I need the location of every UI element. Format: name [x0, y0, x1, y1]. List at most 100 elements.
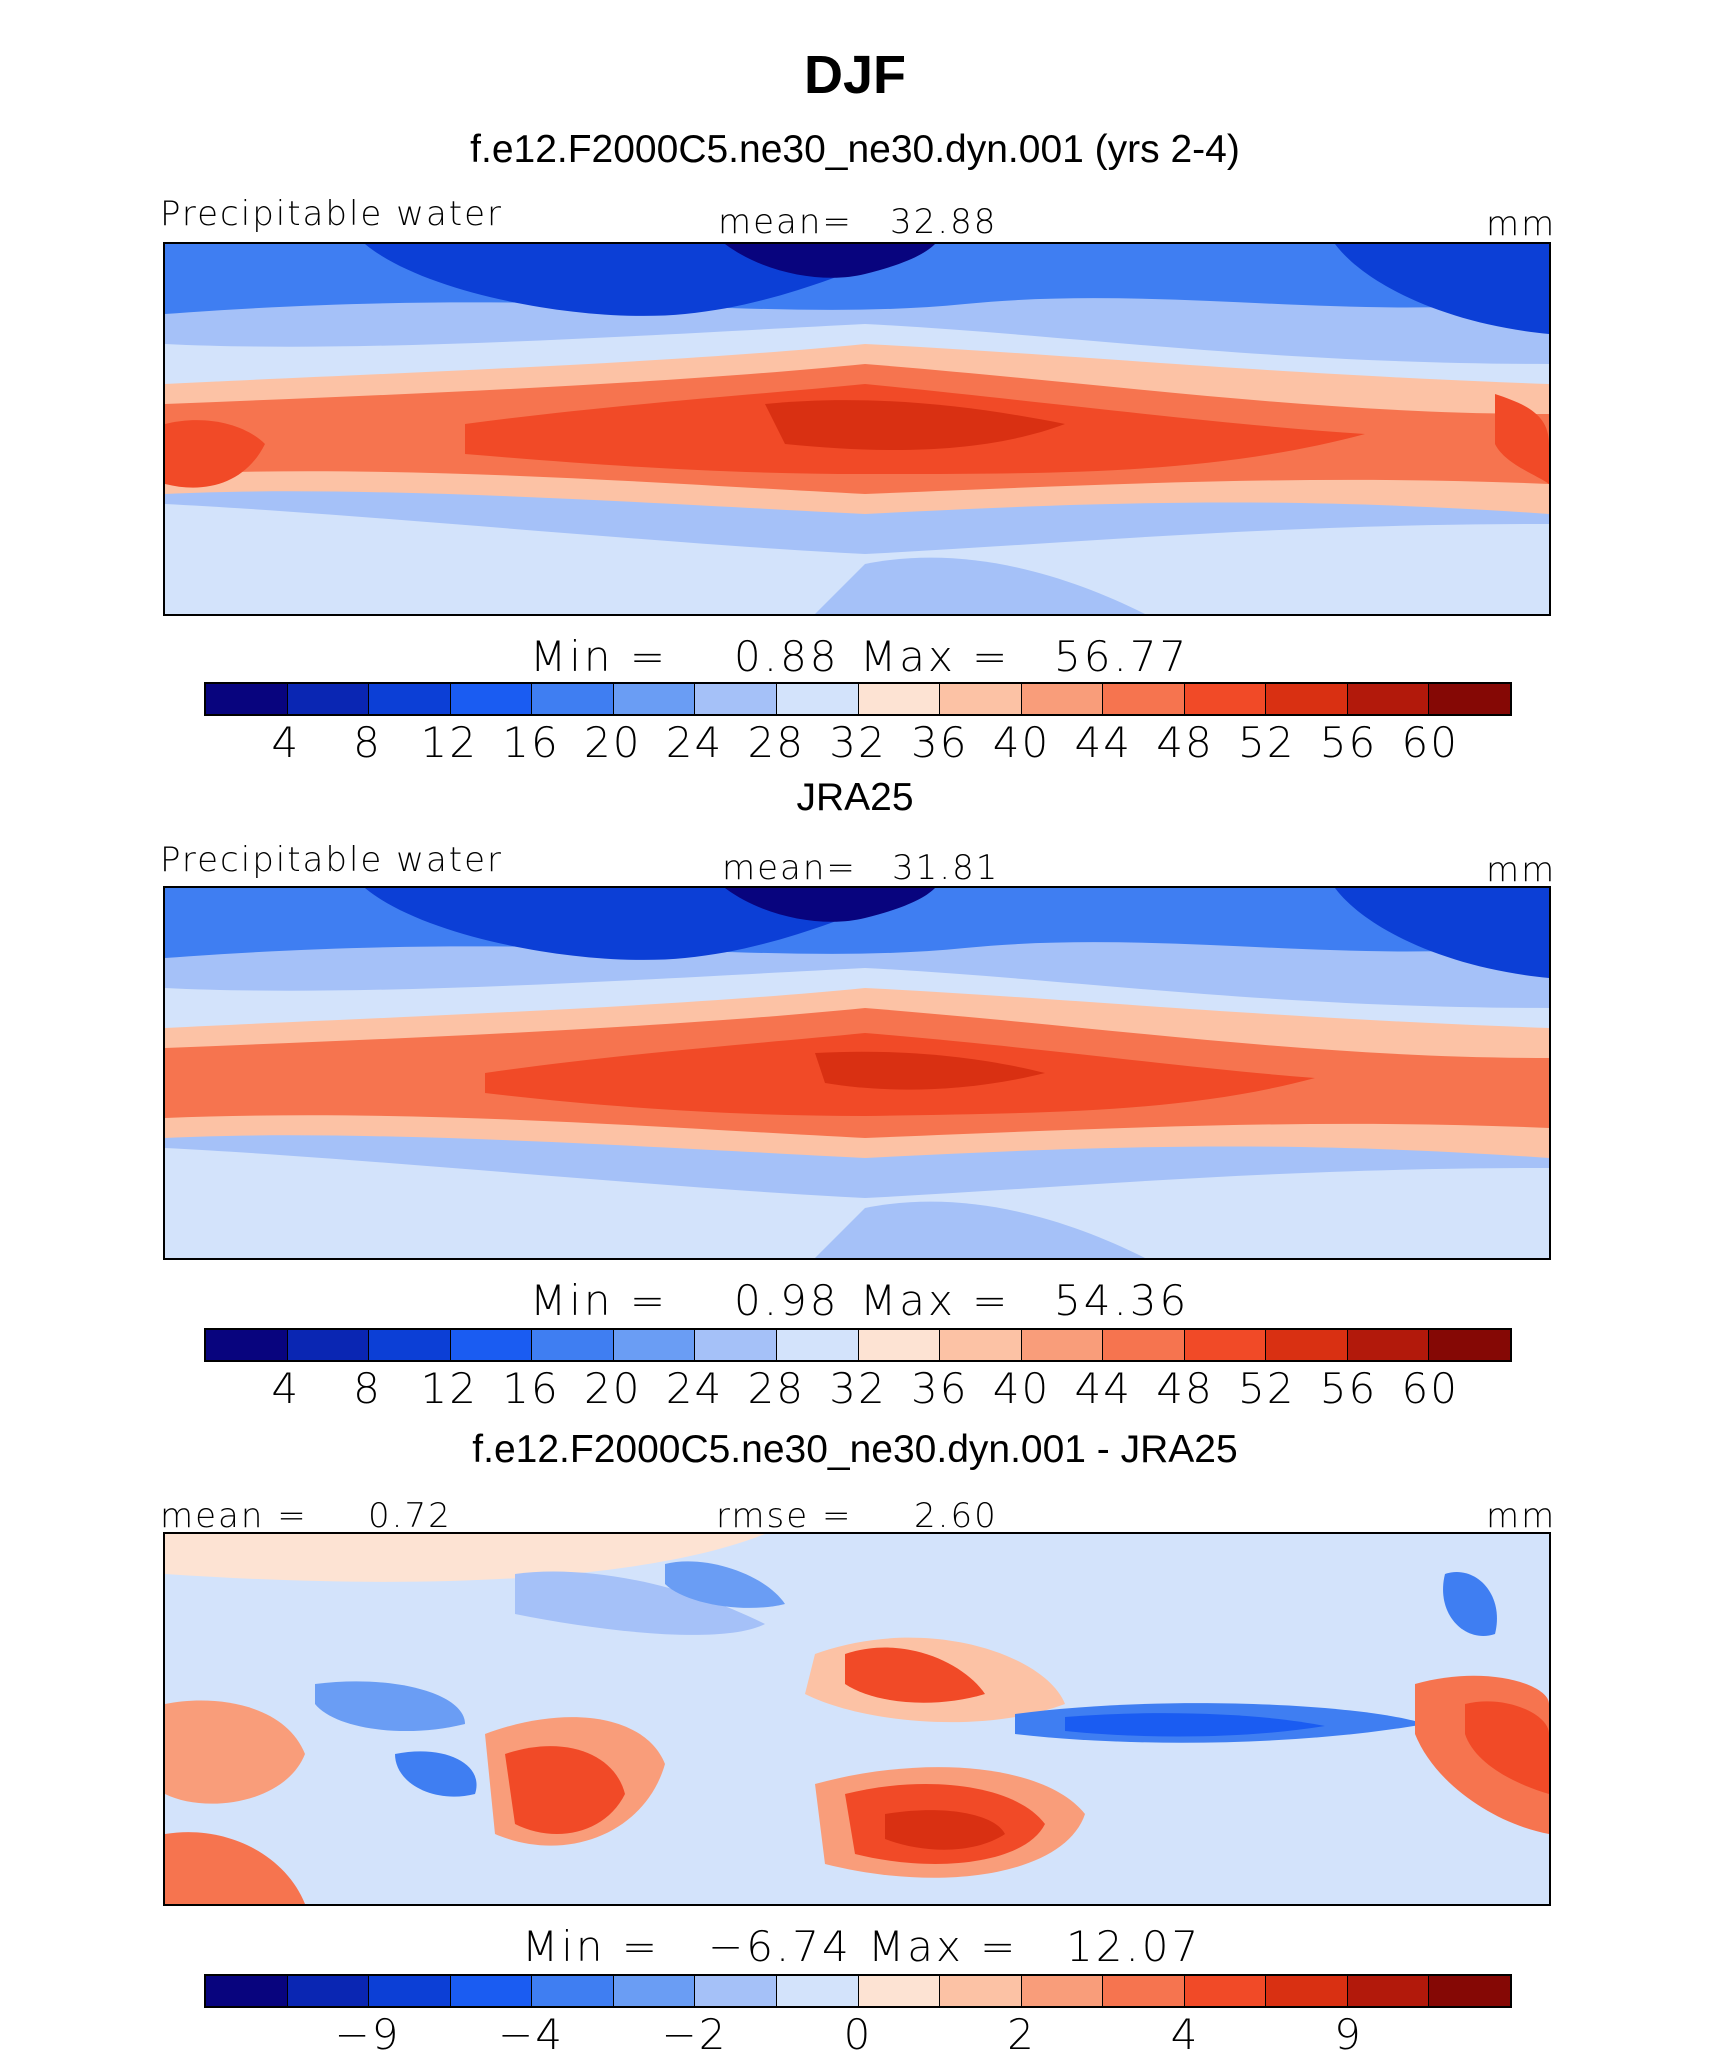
panel2-min-value: 0.98 — [734, 1276, 840, 1325]
colorbar-swatch — [695, 1976, 777, 2006]
colorbar-swatch — [1347, 1330, 1430, 1360]
colorbar-swatch — [1266, 1976, 1348, 2006]
colorbar-tick-label: 32 — [829, 1364, 887, 1413]
colorbar-swatch — [532, 1330, 614, 1360]
panel1-min-label: Min = — [530, 632, 669, 681]
colorbar-tick-label: 52 — [1238, 1364, 1296, 1413]
colorbar-tick-label: 4 — [1170, 2010, 1200, 2059]
panel2-colorbar-ticks: 4 8 12 16 20 24 28 32 36 40 44 48 52 56 60 — [0, 1364, 1710, 1414]
colorbar-tick-label: 36 — [911, 1364, 969, 1413]
panel1-mean-label: mean= — [718, 202, 853, 242]
panel1-colorbar — [204, 682, 1512, 716]
colorbar-swatch — [287, 1976, 370, 2006]
colorbar-tick-label: 44 — [1074, 718, 1132, 767]
colorbar-tick-label: 20 — [584, 1364, 642, 1413]
panel1-variable-label: Precipitable water — [160, 194, 504, 234]
colorbar-swatch — [532, 1976, 614, 2006]
colorbar-swatch — [1429, 1976, 1510, 2006]
colorbar-swatch — [450, 1330, 533, 1360]
colorbar-tick-label: 52 — [1238, 718, 1296, 767]
colorbar-tick-label: 28 — [747, 718, 805, 767]
panel2-contour-field — [165, 888, 1549, 1258]
panel2-map — [163, 886, 1551, 1260]
panel3-max-value: 12.07 — [1066, 1922, 1202, 1971]
colorbar-tick-label: 8 — [353, 718, 382, 767]
colorbar-swatch — [858, 1330, 941, 1360]
colorbar-swatch — [1184, 1330, 1267, 1360]
colorbar-tick-label: 12 — [420, 718, 478, 767]
panel2-colorbar — [204, 1328, 1512, 1362]
figure-title: DJF — [803, 45, 906, 105]
panel3-mean-value: 0.72 — [368, 1496, 452, 1536]
panel3-map — [163, 1532, 1551, 1906]
panel2-title: JRA25 — [796, 776, 914, 819]
colorbar-swatch — [287, 1330, 370, 1360]
colorbar-tick-label: 32 — [829, 718, 887, 767]
panel1-min-value: 0.88 — [734, 632, 840, 681]
colorbar-tick-label: −9 — [334, 2010, 401, 2059]
panel3-min-label: Min = — [522, 1922, 661, 1971]
colorbar-tick-label: 48 — [1156, 718, 1214, 767]
colorbar-swatch — [613, 1976, 696, 2006]
colorbar-tick-label: 28 — [747, 1364, 805, 1413]
panel1-mean-value: 32.88 — [890, 202, 998, 242]
panel2-max-value: 54.36 — [1054, 1276, 1190, 1325]
colorbar-swatch — [858, 684, 941, 714]
colorbar-tick-label: 2 — [1007, 2010, 1036, 2059]
colorbar-swatch — [1021, 1976, 1104, 2006]
colorbar-tick-label: 60 — [1401, 1364, 1459, 1413]
colorbar-tick-label: 40 — [992, 718, 1051, 767]
colorbar-swatch — [450, 684, 533, 714]
colorbar-tick-label: 20 — [584, 718, 642, 767]
colorbar-swatch — [776, 1976, 859, 2006]
colorbar-tick-label: 12 — [420, 1364, 478, 1413]
colorbar-swatch — [776, 1330, 859, 1360]
colorbar-swatch — [858, 1976, 941, 2006]
panel3-max-label: Max = — [868, 1922, 1019, 1971]
panel1-title: f.e12.F2000C5.ne30_ne30.dyn.001 (yrs 2-4… — [470, 128, 1240, 171]
colorbar-swatch — [450, 1976, 533, 2006]
panel2-mean-value: 31.81 — [892, 848, 1000, 888]
panel1-map — [163, 242, 1551, 616]
colorbar-tick-label: 4 — [271, 1364, 301, 1413]
colorbar-swatch — [613, 1330, 696, 1360]
colorbar-swatch — [532, 684, 614, 714]
colorbar-swatch — [206, 1330, 288, 1360]
colorbar-tick-label: 24 — [665, 1364, 724, 1413]
colorbar-swatch — [1266, 684, 1348, 714]
colorbar-swatch — [613, 684, 696, 714]
panel1-max-label: Max = — [860, 632, 1011, 681]
colorbar-swatch — [776, 684, 859, 714]
colorbar-swatch — [1429, 1330, 1510, 1360]
colorbar-swatch — [1429, 684, 1510, 714]
colorbar-tick-label: 56 — [1319, 718, 1378, 767]
colorbar-tick-label: 16 — [502, 1364, 560, 1413]
panel1-units: mm — [1486, 204, 1557, 244]
panel3-title: f.e12.F2000C5.ne30_ne30.dyn.001 - JRA25 — [472, 1428, 1238, 1471]
colorbar-tick-label: 40 — [992, 1364, 1051, 1413]
colorbar-tick-label: 60 — [1401, 718, 1459, 767]
colorbar-tick-label: −4 — [498, 2010, 564, 2059]
colorbar-tick-label: 9 — [1334, 2010, 1363, 2059]
colorbar-swatch — [940, 1330, 1022, 1360]
panel3-min-value: −6.74 — [708, 1922, 852, 1971]
panel1-colorbar-ticks: 4 8 12 16 20 24 28 32 36 40 44 48 52 56 60 — [0, 718, 1710, 768]
panel2-max-label: Max = — [860, 1276, 1011, 1325]
panel2-mean-label: mean= — [722, 848, 857, 888]
panel3-units: mm — [1486, 1496, 1557, 1536]
colorbar-tick-label: 0 — [843, 2010, 873, 2059]
colorbar-swatch — [206, 684, 288, 714]
colorbar-swatch — [1266, 1330, 1348, 1360]
colorbar-swatch — [1184, 1976, 1267, 2006]
colorbar-swatch — [940, 1976, 1022, 2006]
panel1-contour-field — [165, 244, 1549, 614]
colorbar-tick-label: 36 — [911, 718, 969, 767]
colorbar-swatch — [940, 684, 1022, 714]
colorbar-tick-label: −2 — [661, 2010, 728, 2059]
colorbar-tick-label: 24 — [665, 718, 724, 767]
colorbar-swatch — [1103, 1330, 1185, 1360]
panel3-rmse-label: rmse = — [716, 1496, 853, 1536]
colorbar-swatch — [1347, 1976, 1430, 2006]
colorbar-swatch — [369, 1330, 451, 1360]
colorbar-tick-label: 48 — [1156, 1364, 1214, 1413]
